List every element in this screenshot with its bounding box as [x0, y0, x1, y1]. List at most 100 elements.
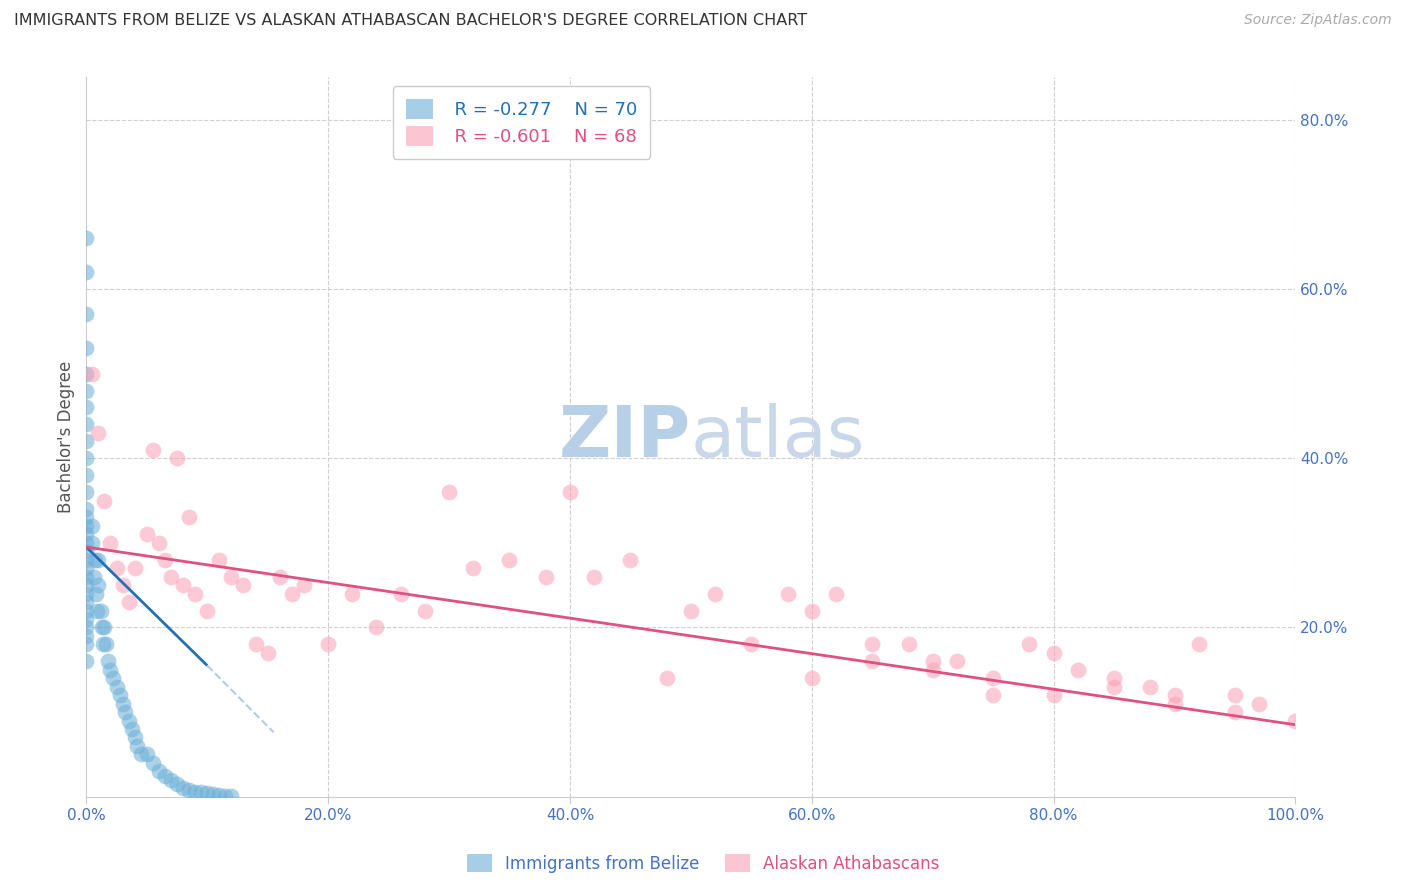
Point [177, 783, 200, 797]
Point [87, 425, 110, 440]
Point [117, 595, 139, 609]
Point [100, 663, 122, 677]
Point [75, 307, 97, 321]
Point [1139, 680, 1161, 694]
Point [558, 485, 581, 500]
Point [202, 787, 225, 801]
Point [75, 367, 97, 381]
Point [1223, 688, 1246, 702]
Point [208, 553, 231, 567]
Point [389, 586, 412, 600]
Point [93, 493, 115, 508]
Point [75, 485, 97, 500]
Point [82, 367, 104, 381]
Point [82, 536, 104, 550]
Point [111, 578, 134, 592]
Point [1249, 697, 1271, 711]
Point [946, 654, 969, 668]
Point [87, 553, 110, 567]
Point [1102, 671, 1125, 685]
Point [177, 510, 200, 524]
Point [75, 401, 97, 415]
Point [75, 468, 97, 483]
Point [94, 637, 117, 651]
Point [142, 442, 165, 457]
Point [1042, 646, 1064, 660]
Point [101, 671, 124, 685]
Point [1223, 705, 1246, 719]
Point [245, 637, 267, 651]
Point [75, 519, 97, 533]
Point [75, 384, 97, 398]
Point [75, 434, 97, 449]
Point [184, 784, 207, 798]
Point [75, 265, 97, 279]
Point [160, 772, 183, 787]
Point [897, 637, 920, 651]
Point [108, 688, 131, 702]
Point [172, 781, 194, 796]
Point [75, 451, 97, 466]
Point [75, 637, 97, 651]
Point [124, 561, 146, 575]
Point [124, 731, 146, 745]
Point [160, 569, 183, 583]
Point [208, 788, 231, 802]
Point [75, 569, 97, 583]
Point [84, 586, 107, 600]
Point [1163, 697, 1185, 711]
Point [111, 697, 134, 711]
Point [129, 747, 152, 762]
Point [75, 536, 97, 550]
Point [221, 789, 243, 803]
Point [825, 586, 848, 600]
Point [232, 578, 254, 592]
Point [166, 451, 188, 466]
Text: IMMIGRANTS FROM BELIZE VS ALASKAN ATHABASCAN BACHELOR'S DEGREE CORRELATION CHART: IMMIGRANTS FROM BELIZE VS ALASKAN ATHABA… [14, 13, 807, 29]
Point [214, 789, 236, 803]
Text: ZIP: ZIP [558, 402, 690, 472]
Point [153, 553, 176, 567]
Point [342, 586, 364, 600]
Point [148, 536, 170, 550]
Point [153, 768, 176, 782]
Point [75, 341, 97, 355]
Point [75, 612, 97, 626]
Point [1018, 637, 1040, 651]
Point [1284, 714, 1306, 728]
Point [1163, 688, 1185, 702]
Point [860, 654, 883, 668]
Point [292, 578, 315, 592]
Point [316, 637, 339, 651]
Point [75, 654, 97, 668]
Point [82, 519, 104, 533]
Point [437, 485, 460, 500]
Point [87, 578, 110, 592]
Point [463, 561, 485, 575]
Point [172, 578, 194, 592]
Point [75, 629, 97, 643]
Point [655, 671, 678, 685]
Point [75, 553, 97, 567]
Point [1188, 637, 1211, 651]
Point [190, 785, 212, 799]
Point [1067, 663, 1090, 677]
Point [75, 502, 97, 516]
Point [195, 603, 218, 617]
Point [776, 586, 799, 600]
Point [75, 544, 97, 558]
Point [221, 569, 243, 583]
Point [269, 569, 291, 583]
Point [413, 603, 436, 617]
Point [256, 646, 278, 660]
Point [921, 654, 943, 668]
Point [800, 671, 823, 685]
Point [740, 637, 762, 651]
Point [704, 586, 727, 600]
Point [921, 663, 943, 677]
Text: Source: ZipAtlas.com: Source: ZipAtlas.com [1244, 13, 1392, 28]
Point [281, 586, 304, 600]
Point [166, 777, 188, 791]
Point [83, 569, 105, 583]
Y-axis label: Bachelor's Degree: Bachelor's Degree [58, 361, 75, 513]
